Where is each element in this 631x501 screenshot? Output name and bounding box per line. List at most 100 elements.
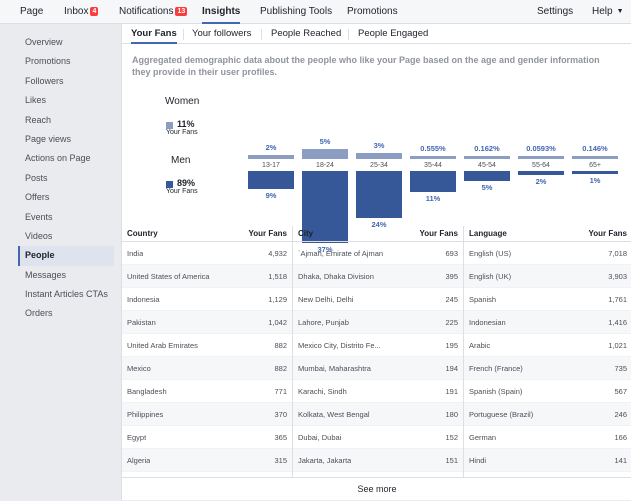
- bar-men-65+[interactable]: [572, 171, 618, 174]
- bar-women-18-24[interactable]: [302, 149, 348, 159]
- cell-name: English (UK): [469, 272, 512, 281]
- inbox-badge: 4: [90, 7, 99, 16]
- sidebar-item-people[interactable]: People: [18, 246, 114, 266]
- see-more-button[interactable]: See more: [122, 477, 631, 500]
- sidebar-item-events[interactable]: Events: [25, 211, 53, 222]
- cell-count: 1,761: [608, 295, 627, 304]
- cell-name: Mexico: [127, 364, 151, 373]
- top-navigation: Page Inbox 4 Notifications 13 Insights Pub…: [0, 0, 631, 24]
- bar-men-25-34[interactable]: [356, 171, 402, 218]
- cell-count: 315: [274, 456, 287, 465]
- bar-men-label: 5%: [481, 182, 493, 192]
- tab-your-fans[interactable]: Your Fans: [131, 24, 177, 44]
- sidebar-item-posts[interactable]: Posts: [25, 172, 48, 183]
- bar-men-label: 1%: [589, 176, 601, 185]
- cell-count: 1,518: [268, 272, 287, 281]
- table-row: Philippines 370: [122, 403, 292, 426]
- cell-count: 141: [614, 456, 627, 465]
- table-divider: [292, 226, 293, 478]
- table-row: Spanish 1,761: [464, 288, 631, 311]
- nav-notifications[interactable]: Notifications 13: [119, 6, 188, 17]
- column-header: Your Fans: [419, 229, 458, 238]
- table-city: City Your Fans `Ajman, Emirate of Ajman 693…: [293, 226, 463, 472]
- table-row: Egypt 365: [122, 426, 292, 449]
- sidebar-item-followers[interactable]: Followers: [25, 75, 64, 86]
- legend-men-swatch: [166, 181, 173, 188]
- bar-women-13-17[interactable]: [248, 155, 294, 159]
- table-row: Kolkata, West Bengal 180: [293, 403, 463, 426]
- description-text: Aggregated demographic data about the pe…: [132, 55, 600, 77]
- nav-promotions[interactable]: Promotions: [347, 6, 398, 17]
- bar-men-13-17[interactable]: [248, 171, 294, 189]
- cell-count: 7,018: [608, 249, 627, 258]
- bar-women-45-54[interactable]: [464, 156, 510, 159]
- bar-women-65+[interactable]: [572, 156, 618, 159]
- sidebar-item-promotions[interactable]: Promotions: [25, 56, 71, 67]
- table-row: India 4,932: [122, 242, 292, 265]
- age-category-label: 35-44: [424, 162, 442, 169]
- tab-people-reached[interactable]: People Reached: [271, 28, 342, 39]
- nav-inbox[interactable]: Inbox 4: [64, 6, 99, 17]
- cell-name: Pakistan: [127, 318, 156, 327]
- column-header: Your Fans: [588, 229, 627, 238]
- sidebar-item-offers[interactable]: Offers: [25, 192, 50, 203]
- legend-men-pct: 89%: [177, 178, 196, 188]
- table-row: Mexico 882: [122, 357, 292, 380]
- age-category-label: 65+: [589, 162, 601, 169]
- sidebar-item-actions-on-page[interactable]: Actions on Page: [25, 153, 91, 164]
- sidebar-item-instant-articles-ctas[interactable]: Instant Articles CTAs: [25, 289, 108, 300]
- sidebar-item-reach[interactable]: Reach: [25, 114, 52, 125]
- bar-men-45-54[interactable]: [464, 171, 510, 181]
- sidebar-item-videos[interactable]: Videos: [25, 230, 53, 241]
- cell-name: Dhaka, Dhaka Division: [298, 272, 374, 281]
- bar-women-55-64[interactable]: [518, 156, 564, 159]
- table-header: Language Your Fans: [464, 226, 631, 242]
- cell-name: `Ajman, Emirate of Ajman: [298, 249, 384, 258]
- nav-insights[interactable]: Insights: [202, 0, 241, 24]
- cell-count: 882: [274, 364, 287, 373]
- column-header: Country: [127, 229, 158, 238]
- bar-women-35-44[interactable]: [410, 156, 456, 159]
- bar-women-label: 0.555%: [420, 144, 446, 153]
- table-header: City Your Fans: [293, 226, 463, 242]
- cell-count: 1,416: [608, 318, 627, 327]
- notifications-badge: 13: [175, 7, 188, 16]
- cell-count: 693: [445, 249, 458, 258]
- cell-count: 166: [614, 433, 627, 442]
- sidebar-item-messages[interactable]: Messages: [25, 269, 67, 280]
- legend-men-title: Men: [171, 155, 191, 166]
- nav-page[interactable]: Page: [20, 6, 44, 17]
- sidebar-item-page-views[interactable]: Page views: [25, 133, 72, 144]
- bar-men-label: 9%: [265, 190, 277, 200]
- sidebar-item-overview[interactable]: Overview: [25, 37, 63, 47]
- bar-men-35-44[interactable]: [410, 171, 456, 193]
- table-row: Dhaka, Dhaka Division 395: [293, 265, 463, 288]
- cell-count: 4,932: [268, 249, 287, 258]
- cell-count: 180: [445, 410, 458, 419]
- bar-men-18-24[interactable]: [302, 171, 348, 244]
- age-category-label: 25-34: [370, 162, 388, 169]
- insights-sidebar: Overview Promotions Followers Likes Reac…: [18, 33, 114, 324]
- bar-men-label: 11%: [425, 194, 441, 204]
- sidebar-item-likes[interactable]: Likes: [25, 95, 47, 106]
- table-row: United Arab Emirates 882: [122, 334, 292, 357]
- cell-name: Hindi: [469, 456, 487, 465]
- cell-count: 1,042: [268, 318, 287, 327]
- age-gender-chart: 2% 13-17 9% 5% 18-24 37% 3% 25-34 24% 0.555% 35-44…: [242, 124, 628, 254]
- bar-men-55-64[interactable]: [518, 171, 564, 175]
- nav-settings[interactable]: Settings: [537, 6, 574, 17]
- tab-your-followers[interactable]: Your followers: [192, 28, 252, 39]
- cell-count: 191: [445, 387, 458, 396]
- table-row: Indonesia 1,129: [122, 288, 292, 311]
- table-row: Pakistan 1,042: [122, 311, 292, 334]
- bar-women-25-34[interactable]: [356, 153, 402, 159]
- bar-women-label: 5%: [319, 137, 331, 147]
- bar-women-label: 0.162%: [474, 144, 500, 153]
- sidebar-item-orders[interactable]: Orders: [25, 308, 53, 319]
- tab-people-engaged[interactable]: People Engaged: [358, 28, 429, 39]
- cell-count: 365: [274, 433, 287, 442]
- nav-publishing-tools[interactable]: Publishing Tools: [260, 6, 333, 17]
- table-row: Algeria 315: [122, 449, 292, 472]
- cell-count: 882: [274, 341, 287, 350]
- nav-help[interactable]: Help ▼: [592, 6, 624, 17]
